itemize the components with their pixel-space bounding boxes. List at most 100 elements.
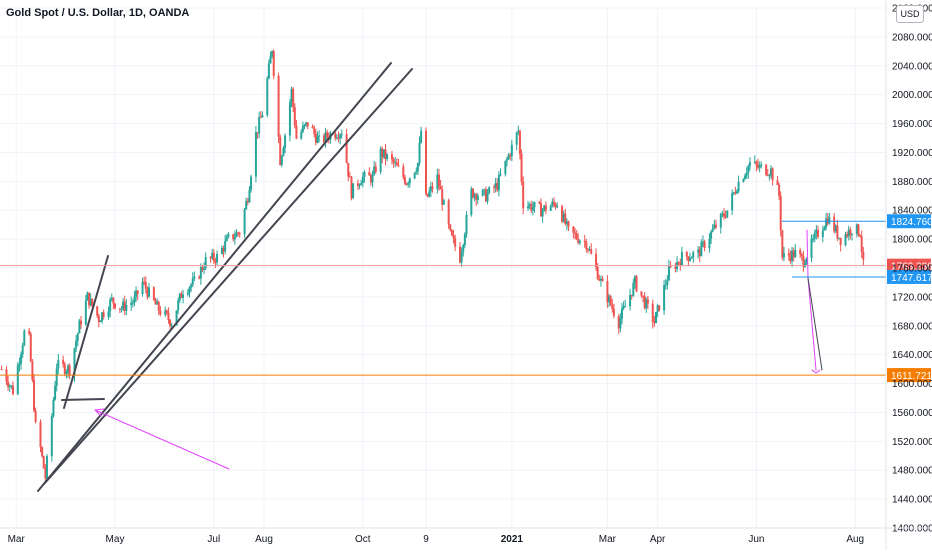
candle-body bbox=[462, 245, 465, 253]
y-tick-label: 2000.000 bbox=[892, 90, 932, 101]
candle-body bbox=[211, 252, 214, 259]
candle-body bbox=[350, 177, 353, 199]
candle-body bbox=[757, 164, 760, 168]
candle-body bbox=[475, 194, 478, 200]
currency-button[interactable]: USD bbox=[896, 5, 924, 23]
candle-body bbox=[554, 203, 557, 208]
x-tick-label: Oct bbox=[355, 534, 371, 545]
candle-body bbox=[533, 201, 536, 208]
trend-line bbox=[61, 398, 105, 401]
candle-body bbox=[507, 154, 510, 159]
candle-body bbox=[630, 294, 633, 296]
y-tick-label: 1960.000 bbox=[892, 119, 932, 130]
candle-body bbox=[737, 181, 740, 192]
candle-body bbox=[698, 249, 701, 257]
candle-body bbox=[420, 130, 423, 143]
candle-body bbox=[224, 240, 227, 252]
grid bbox=[0, 7, 886, 529]
candle-body bbox=[0, 369, 3, 371]
candle-body bbox=[436, 174, 439, 189]
candle-body bbox=[732, 192, 735, 194]
candle-body bbox=[152, 287, 155, 300]
candle-body bbox=[543, 205, 546, 210]
candle-body bbox=[449, 224, 452, 231]
y-tick-label: 1600.000 bbox=[892, 379, 932, 390]
candle-body bbox=[666, 280, 669, 285]
trend-line bbox=[63, 255, 109, 409]
candle-body bbox=[476, 195, 479, 200]
candle-body bbox=[23, 330, 26, 346]
candle-body bbox=[549, 206, 552, 211]
candle-body bbox=[459, 246, 462, 263]
candle-body bbox=[120, 308, 123, 310]
candle-body bbox=[590, 249, 593, 254]
candle-body bbox=[624, 306, 627, 308]
candle-body bbox=[220, 247, 223, 255]
candle-body bbox=[269, 56, 272, 64]
candle-body bbox=[88, 292, 91, 306]
candle-body bbox=[505, 158, 508, 161]
candle-body bbox=[21, 345, 24, 355]
candle-body bbox=[629, 294, 632, 307]
chart-title: Gold Spot / U.S. Dollar, 1D, OANDA bbox=[6, 7, 190, 19]
candle-body bbox=[572, 226, 575, 233]
candle-body bbox=[246, 200, 249, 203]
candle-body bbox=[860, 236, 863, 252]
candle-body bbox=[812, 238, 815, 240]
candle-body bbox=[306, 122, 309, 127]
candle-body bbox=[612, 308, 615, 317]
candle-body bbox=[361, 176, 364, 184]
candle-body bbox=[599, 278, 602, 281]
candle-body bbox=[167, 313, 170, 321]
candle-body bbox=[130, 302, 133, 306]
candle-body bbox=[131, 302, 134, 304]
candle-body bbox=[703, 241, 706, 249]
candle-body bbox=[834, 225, 837, 232]
candle-body bbox=[598, 279, 601, 281]
candle-body bbox=[821, 230, 824, 237]
candle-body bbox=[180, 293, 183, 298]
candle-body bbox=[7, 381, 10, 387]
candle-body bbox=[272, 51, 275, 76]
candle-body bbox=[214, 260, 217, 263]
candle-body bbox=[198, 276, 201, 279]
y-tick-label: 1520.000 bbox=[892, 437, 932, 448]
candle-body bbox=[216, 254, 219, 263]
candle-body bbox=[531, 207, 534, 211]
candle-body bbox=[348, 176, 351, 178]
candle-body bbox=[415, 171, 418, 173]
candle-body bbox=[527, 206, 530, 209]
candle-body bbox=[271, 51, 274, 57]
candle-body bbox=[136, 290, 139, 295]
candle-body bbox=[10, 385, 13, 387]
trend-line bbox=[43, 68, 413, 485]
x-tick-label: May bbox=[106, 534, 125, 545]
candle-body bbox=[564, 213, 567, 224]
candle-body bbox=[577, 238, 580, 243]
candle-body bbox=[857, 224, 860, 236]
candle-body bbox=[280, 155, 283, 166]
y-tick-label: 1440.000 bbox=[892, 495, 932, 506]
candle-body bbox=[28, 330, 31, 334]
drawings bbox=[37, 62, 823, 492]
candle-body bbox=[567, 221, 570, 227]
price-badge bbox=[887, 269, 931, 284]
candle-body bbox=[322, 135, 325, 143]
candle-body bbox=[261, 115, 264, 118]
candle-body bbox=[20, 354, 23, 364]
x-tick-label: Aug bbox=[846, 534, 864, 545]
candle-body bbox=[747, 165, 750, 173]
candle-body bbox=[360, 183, 363, 186]
candle-body bbox=[510, 144, 513, 157]
candle-body bbox=[313, 128, 316, 134]
y-tick-label: 1840.000 bbox=[892, 206, 932, 217]
candle-body bbox=[742, 179, 745, 182]
candles bbox=[0, 49, 865, 483]
candle-body bbox=[463, 234, 466, 246]
candle-body bbox=[371, 174, 374, 183]
candle-body bbox=[386, 154, 389, 159]
candle-body bbox=[643, 296, 646, 309]
